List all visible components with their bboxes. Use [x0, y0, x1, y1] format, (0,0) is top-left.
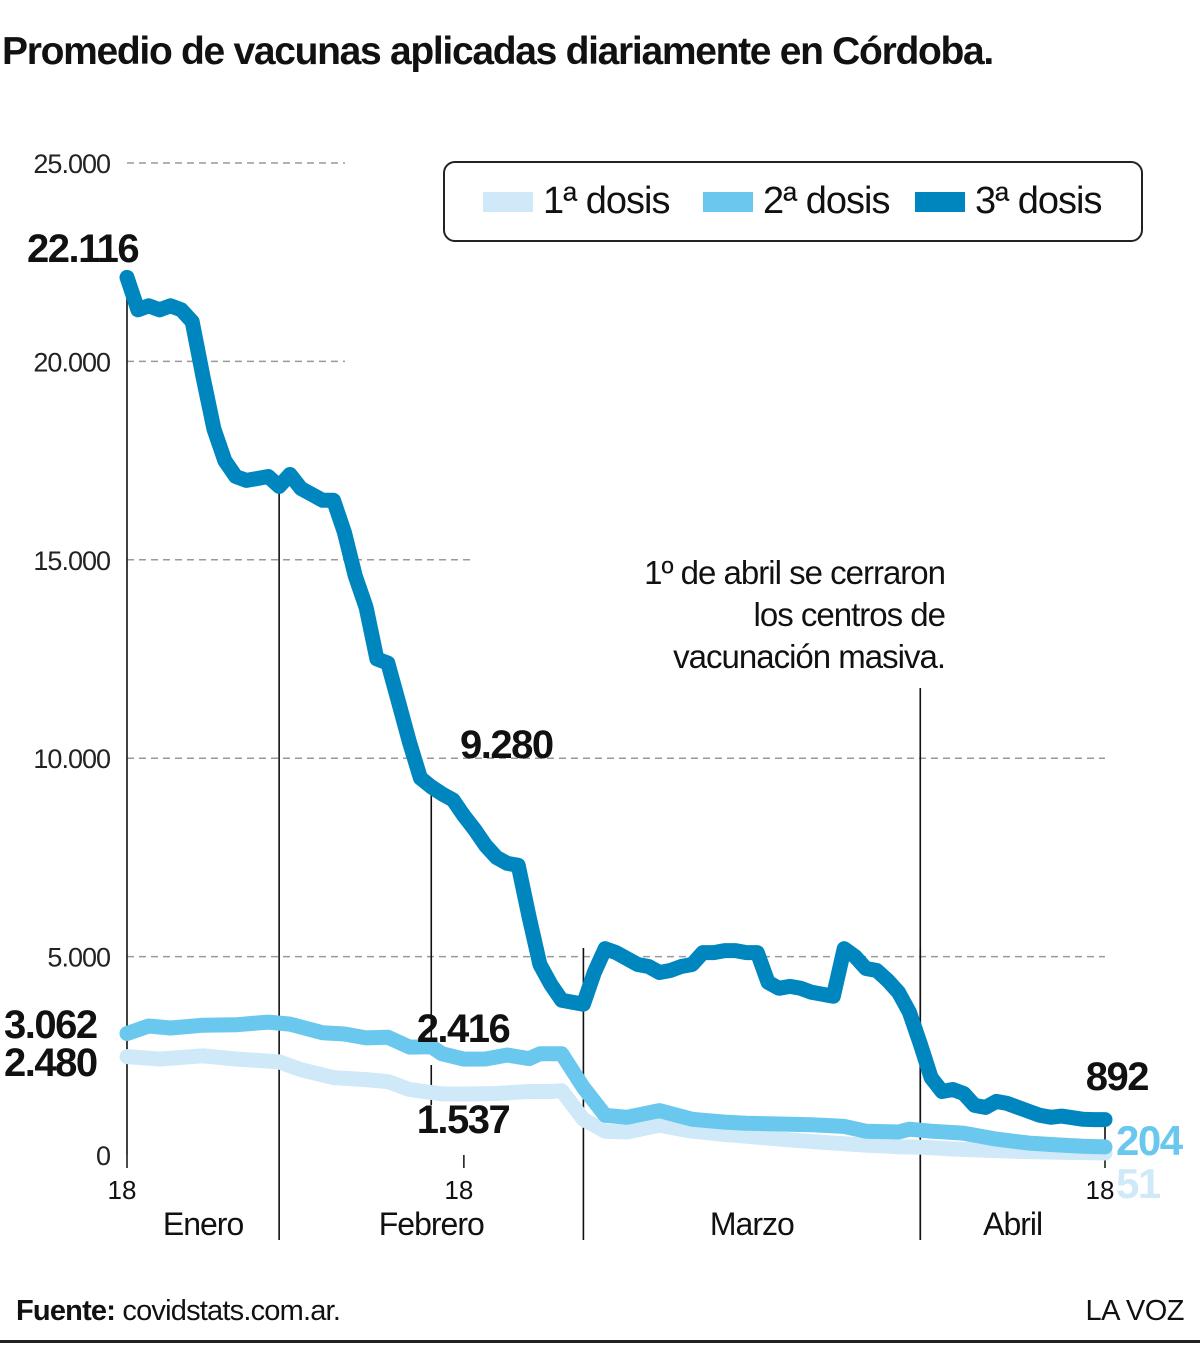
- legend-swatch: [703, 191, 753, 212]
- data-label: 3.062: [4, 1003, 97, 1047]
- legend: 1ª dosis 2ª dosis 3ª dosis: [443, 161, 1143, 242]
- data-label: 892: [1086, 1055, 1148, 1099]
- data-label: 9.280: [460, 723, 553, 767]
- y-tick-label: 0: [96, 1141, 110, 1171]
- legend-swatch: [915, 191, 965, 212]
- y-tick-label: 25.000: [33, 149, 110, 179]
- y-tick-label: 10.000: [33, 744, 110, 774]
- footer-divider: [0, 1340, 1200, 1343]
- y-tick-label: 5.000: [47, 943, 110, 973]
- line-chart: 25.000 20.000 15.000 10.000 5.000 0 Enero Febr…: [4, 149, 1185, 1242]
- series-end-label: 51: [1116, 1160, 1161, 1207]
- legend-label: 1ª dosis: [543, 180, 670, 222]
- event-note-text: vacunación masiva.: [673, 638, 945, 675]
- data-label: 1.537: [417, 1098, 510, 1142]
- legend-label: 2ª dosis: [763, 180, 890, 222]
- data-label: 2.480: [4, 1041, 97, 1085]
- legend-item-3a-dosis: 3ª dosis: [915, 163, 1102, 240]
- month-label: Enero: [163, 1206, 244, 1242]
- data-label: 22.116: [27, 227, 138, 271]
- data-label: 2.416: [417, 1007, 510, 1051]
- chart-title: Promedio de vacunas aplicadas diariament…: [2, 30, 994, 73]
- x-tick-label: 18: [108, 1175, 137, 1205]
- legend-item-2a-dosis: 2ª dosis: [703, 163, 890, 240]
- series-end-label: 204: [1116, 1117, 1184, 1164]
- source-label: Fuente:: [16, 1295, 116, 1327]
- legend-item-1a-dosis: 1ª dosis: [483, 163, 670, 240]
- x-tick-label: 18: [1086, 1175, 1115, 1205]
- series-line-1: [119, 1048, 1113, 1161]
- month-label: Abril: [983, 1206, 1042, 1242]
- legend-label: 3ª dosis: [975, 180, 1102, 222]
- event-note-text: los centros de: [754, 596, 945, 633]
- month-label: Febrero: [379, 1206, 484, 1242]
- legend-swatch: [483, 191, 533, 212]
- source-value: covidstats.com.ar.: [122, 1295, 341, 1327]
- x-tick-label: 18: [444, 1175, 473, 1205]
- month-label: Marzo: [710, 1206, 794, 1242]
- y-tick-label: 20.000: [33, 347, 110, 377]
- brand-logo-text: LA VOZ: [1085, 1295, 1184, 1327]
- series-line-3: [119, 269, 1113, 1128]
- source-note: Fuente: covidstats.com.ar.: [16, 1295, 341, 1328]
- series-line-2: [119, 1014, 1113, 1155]
- y-tick-label: 15.000: [33, 546, 110, 576]
- event-note-text: 1º de abril se cerraron: [644, 554, 945, 591]
